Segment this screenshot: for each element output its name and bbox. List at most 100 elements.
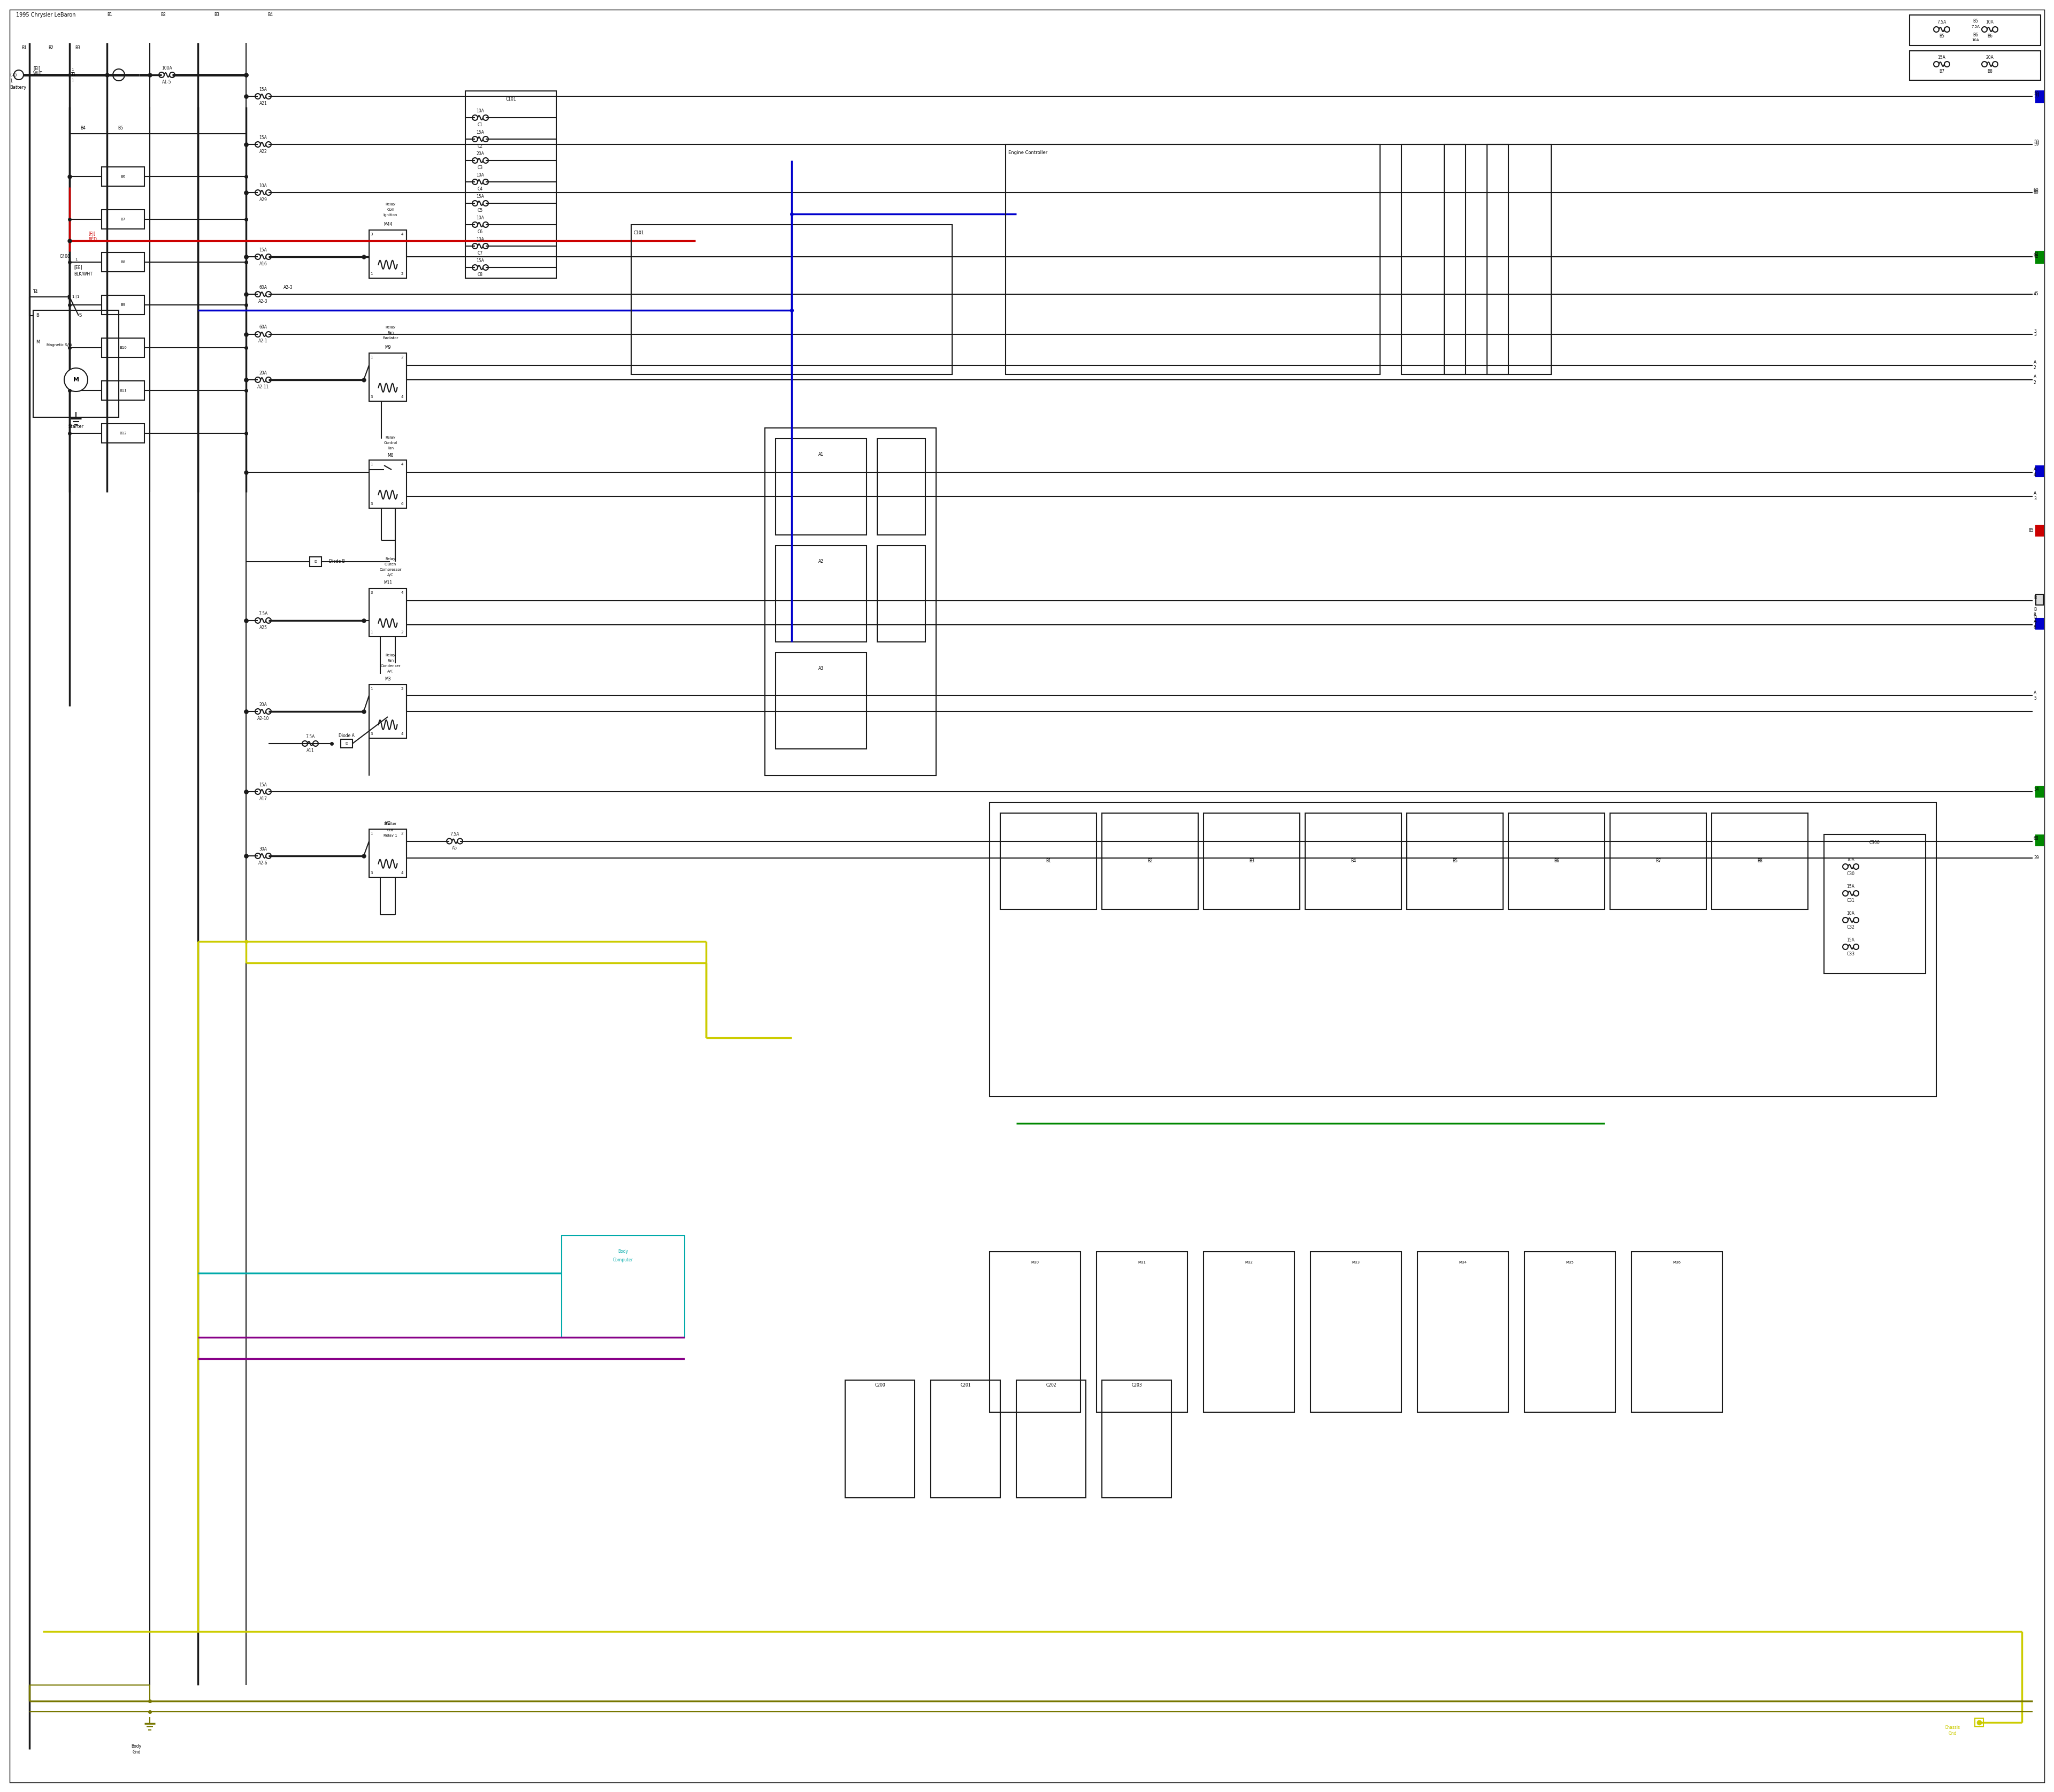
- Text: 20A: 20A: [259, 702, 267, 706]
- Text: A3: A3: [817, 667, 824, 670]
- Text: Body
Gnd: Body Gnd: [131, 1744, 142, 1754]
- Text: Diode A: Diode A: [339, 733, 355, 738]
- Text: 15A: 15A: [259, 783, 267, 787]
- Text: 10A: 10A: [1986, 20, 1994, 25]
- Bar: [101, 210, 144, 229]
- Text: 5: 5: [2033, 695, 2036, 701]
- Text: M35: M35: [1565, 1262, 1573, 1263]
- Text: [EE]: [EE]: [74, 265, 82, 271]
- Bar: [877, 545, 926, 642]
- Text: 60: 60: [2033, 190, 2040, 195]
- Text: 1: 1: [72, 296, 74, 299]
- Text: RED: RED: [88, 237, 97, 242]
- Text: M32: M32: [1245, 1262, 1253, 1263]
- Text: A2-10: A2-10: [257, 717, 269, 720]
- Text: B6: B6: [1986, 34, 1992, 39]
- Text: B2: B2: [47, 47, 53, 50]
- Text: 1: 1: [72, 68, 74, 72]
- Text: 10A: 10A: [477, 172, 485, 177]
- Bar: [1304, 814, 1401, 909]
- Text: A/C: A/C: [388, 670, 394, 674]
- Bar: [101, 296, 144, 315]
- Text: 3: 3: [2033, 332, 2036, 337]
- Bar: [776, 439, 867, 536]
- Bar: [1524, 1253, 1614, 1412]
- Text: 1: 1: [370, 272, 372, 276]
- Bar: [1974, 1719, 1984, 1727]
- Text: B3: B3: [214, 13, 220, 18]
- Bar: [2036, 466, 2044, 477]
- Text: 59: 59: [2033, 142, 2040, 147]
- Text: C200: C200: [875, 1383, 885, 1387]
- Text: 60: 60: [2033, 188, 2040, 192]
- Bar: [1310, 1253, 1401, 1412]
- Text: 4: 4: [401, 396, 403, 398]
- Text: 7.5A: 7.5A: [1937, 20, 1947, 25]
- Bar: [1204, 814, 1300, 909]
- Text: T4: T4: [33, 289, 39, 294]
- Text: 3: 3: [370, 396, 372, 398]
- Text: 8: 8: [2033, 613, 2036, 618]
- Text: Condenser: Condenser: [380, 665, 401, 668]
- Text: A21: A21: [259, 100, 267, 106]
- Bar: [101, 167, 144, 186]
- Text: C30: C30: [1847, 871, 1855, 876]
- Text: D: D: [345, 742, 347, 745]
- Bar: [990, 1253, 1080, 1412]
- Text: M9: M9: [384, 346, 390, 349]
- Text: Diode B: Diode B: [329, 559, 345, 564]
- Text: Fan: Fan: [388, 332, 394, 335]
- Text: 10A: 10A: [477, 215, 485, 220]
- Text: Relay: Relay: [386, 654, 396, 658]
- Text: 7.5A: 7.5A: [259, 611, 267, 616]
- Bar: [101, 339, 144, 357]
- Text: 10A: 10A: [477, 108, 485, 113]
- Text: B5: B5: [117, 125, 123, 131]
- Text: 45: 45: [2033, 292, 2040, 297]
- Text: A2-6: A2-6: [259, 860, 267, 866]
- Text: B11: B11: [119, 389, 127, 392]
- Bar: [370, 229, 407, 278]
- Text: C2: C2: [479, 143, 483, 149]
- Text: 3: 3: [2033, 330, 2036, 333]
- Text: B10: B10: [119, 346, 127, 349]
- Text: Fan: Fan: [388, 659, 394, 663]
- Text: Coil: Coil: [386, 208, 394, 211]
- Text: (+): (+): [10, 72, 16, 77]
- Text: A2: A2: [817, 559, 824, 564]
- Text: Control: Control: [384, 441, 396, 444]
- Text: Radiator: Radiator: [382, 337, 398, 340]
- Bar: [2036, 91, 2044, 102]
- Text: 15A: 15A: [1847, 937, 1855, 943]
- Text: C6: C6: [479, 229, 483, 235]
- Text: 2: 2: [401, 272, 403, 276]
- Bar: [310, 557, 322, 566]
- Bar: [1631, 1253, 1723, 1412]
- Text: B4: B4: [80, 125, 86, 131]
- Text: M36: M36: [1672, 1262, 1680, 1263]
- Text: 59: 59: [2033, 93, 2040, 99]
- Bar: [930, 1380, 1000, 1498]
- Bar: [776, 545, 867, 642]
- Text: C101: C101: [635, 231, 645, 235]
- Text: Chassis
Gnd: Chassis Gnd: [1945, 1726, 1960, 1736]
- Text: Starter: Starter: [384, 823, 396, 826]
- Text: A2-3: A2-3: [259, 299, 267, 303]
- Text: Cut: Cut: [388, 828, 394, 831]
- Bar: [101, 382, 144, 400]
- Text: B5: B5: [1452, 858, 1458, 864]
- Text: A17: A17: [259, 796, 267, 801]
- Text: 4: 4: [401, 233, 403, 237]
- Text: B5: B5: [1972, 20, 1978, 23]
- Bar: [101, 423, 144, 443]
- Text: B5: B5: [1939, 34, 1945, 39]
- Text: 1: 1: [370, 357, 372, 358]
- Text: 3: 3: [370, 733, 372, 735]
- Text: [EJ]: [EJ]: [88, 231, 94, 237]
- Text: Relay: Relay: [386, 326, 396, 330]
- Bar: [1824, 835, 1927, 973]
- Text: Relay: Relay: [386, 557, 396, 561]
- Text: M34: M34: [1458, 1262, 1467, 1263]
- Text: 10A: 10A: [1972, 38, 1980, 41]
- Text: Clutch: Clutch: [384, 563, 396, 566]
